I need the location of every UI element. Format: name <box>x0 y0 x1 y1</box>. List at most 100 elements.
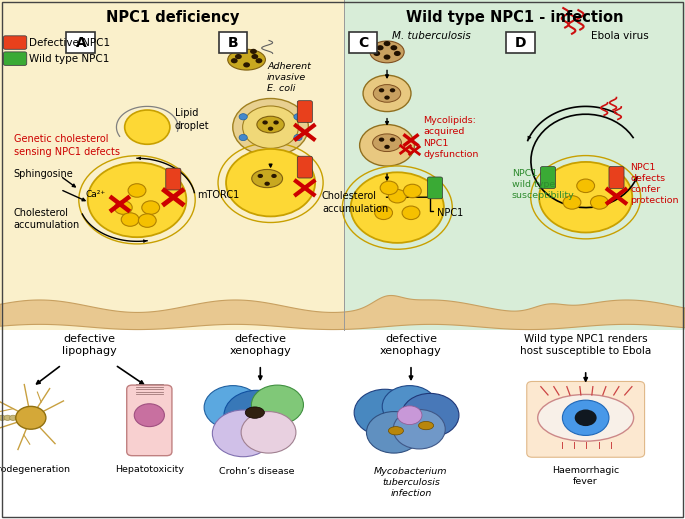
Circle shape <box>379 88 384 92</box>
Circle shape <box>268 127 273 131</box>
Circle shape <box>256 58 262 63</box>
Text: Neurodegeneration: Neurodegeneration <box>0 465 70 473</box>
Text: Crohn’s disease: Crohn’s disease <box>219 467 295 476</box>
Circle shape <box>384 95 390 100</box>
Ellipse shape <box>257 116 284 133</box>
Text: Ca²⁺: Ca²⁺ <box>86 190 106 199</box>
Text: NPC1 deficiency: NPC1 deficiency <box>106 10 239 25</box>
Circle shape <box>563 196 581 209</box>
FancyBboxPatch shape <box>166 168 181 190</box>
Polygon shape <box>0 295 685 330</box>
Circle shape <box>390 138 395 142</box>
FancyBboxPatch shape <box>297 101 312 122</box>
Circle shape <box>125 110 170 144</box>
Circle shape <box>243 62 250 67</box>
Text: Wild type NPC1 - infection: Wild type NPC1 - infection <box>406 10 624 25</box>
Circle shape <box>251 54 258 59</box>
Text: Sphingosine: Sphingosine <box>14 169 73 179</box>
Text: A: A <box>75 36 86 49</box>
Ellipse shape <box>245 407 264 418</box>
Text: Haemorrhagic
fever: Haemorrhagic fever <box>552 466 619 486</box>
Circle shape <box>360 125 414 166</box>
Circle shape <box>240 49 247 54</box>
Ellipse shape <box>373 85 401 102</box>
Text: M. tuberculosis: M. tuberculosis <box>392 31 471 42</box>
Circle shape <box>380 181 398 195</box>
Circle shape <box>366 412 421 453</box>
Circle shape <box>239 114 247 120</box>
Text: Ebola virus: Ebola virus <box>591 31 649 42</box>
Circle shape <box>16 406 46 429</box>
FancyBboxPatch shape <box>527 381 645 457</box>
Ellipse shape <box>363 390 452 447</box>
FancyBboxPatch shape <box>297 156 312 178</box>
Circle shape <box>384 41 390 46</box>
Text: mTORC1: mTORC1 <box>197 189 240 200</box>
FancyBboxPatch shape <box>427 177 443 199</box>
Circle shape <box>575 409 597 426</box>
Circle shape <box>15 415 22 420</box>
FancyBboxPatch shape <box>506 32 535 53</box>
Circle shape <box>402 206 420 220</box>
FancyBboxPatch shape <box>3 36 27 49</box>
Ellipse shape <box>227 49 265 70</box>
Circle shape <box>114 201 132 214</box>
Ellipse shape <box>370 41 404 63</box>
Bar <box>344 0 685 330</box>
Text: Defective NPC1: Defective NPC1 <box>29 37 110 48</box>
FancyBboxPatch shape <box>66 32 95 53</box>
Circle shape <box>134 404 164 427</box>
Circle shape <box>250 49 257 54</box>
Text: Wild type NPC1 renders
host susceptible to Ebola: Wild type NPC1 renders host susceptible … <box>520 334 651 356</box>
Circle shape <box>128 184 146 197</box>
Circle shape <box>373 51 380 56</box>
Circle shape <box>239 134 247 141</box>
Text: Cholesterol
accumulation: Cholesterol accumulation <box>322 191 388 214</box>
Bar <box>0 330 685 519</box>
Ellipse shape <box>388 427 403 435</box>
Circle shape <box>354 389 416 436</box>
FancyBboxPatch shape <box>3 52 27 65</box>
Circle shape <box>121 213 139 226</box>
Text: Cholesterol
accumulation: Cholesterol accumulation <box>14 208 80 230</box>
Circle shape <box>375 206 393 220</box>
Circle shape <box>231 58 238 63</box>
Text: Mycolipids:
acquired
NPC1
dysfunction: Mycolipids: acquired NPC1 dysfunction <box>423 116 479 159</box>
Circle shape <box>363 75 411 112</box>
Circle shape <box>233 99 308 156</box>
Circle shape <box>379 138 384 142</box>
FancyBboxPatch shape <box>349 32 377 53</box>
Circle shape <box>390 45 397 50</box>
Ellipse shape <box>373 134 401 152</box>
Ellipse shape <box>252 169 283 187</box>
FancyBboxPatch shape <box>609 167 624 188</box>
FancyBboxPatch shape <box>540 167 556 188</box>
Bar <box>0 0 344 330</box>
Circle shape <box>384 54 390 60</box>
Circle shape <box>88 162 186 237</box>
Circle shape <box>394 51 401 56</box>
Ellipse shape <box>419 421 434 430</box>
Circle shape <box>264 182 270 186</box>
Circle shape <box>212 410 274 457</box>
Circle shape <box>138 214 156 227</box>
Text: Wild type NPC1: Wild type NPC1 <box>29 53 109 64</box>
Circle shape <box>384 145 390 149</box>
Circle shape <box>204 386 262 429</box>
Circle shape <box>273 120 279 125</box>
Text: NPC1
wild type
susceptibility: NPC1 wild type susceptibility <box>512 169 575 200</box>
Circle shape <box>294 134 302 141</box>
Text: defective
xenophagy: defective xenophagy <box>380 334 442 356</box>
Circle shape <box>388 189 406 203</box>
FancyBboxPatch shape <box>219 32 247 53</box>
Circle shape <box>382 386 437 427</box>
Circle shape <box>10 415 16 420</box>
Circle shape <box>271 174 277 178</box>
Ellipse shape <box>538 394 634 441</box>
Text: Hepatotoxicity: Hepatotoxicity <box>115 465 184 473</box>
Circle shape <box>393 409 445 449</box>
Circle shape <box>235 54 242 59</box>
Circle shape <box>242 106 299 148</box>
Circle shape <box>577 179 595 193</box>
Circle shape <box>226 149 315 216</box>
